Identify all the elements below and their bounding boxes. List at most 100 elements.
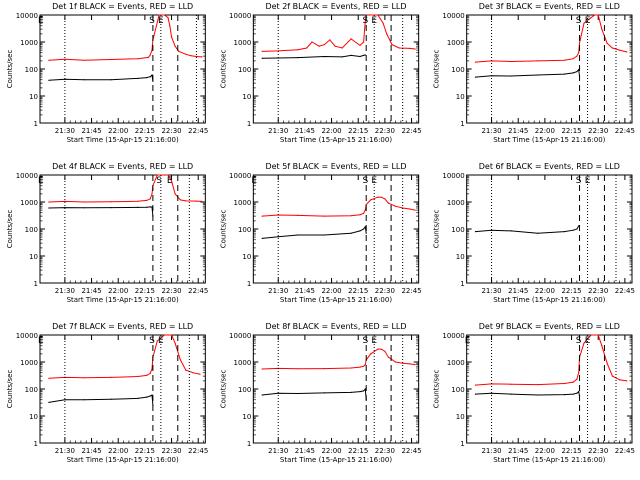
series-point — [364, 388, 366, 390]
series-line-0 — [48, 334, 201, 379]
x-tick-label: 22:00 — [108, 127, 128, 135]
y-axis-label: Counts/sec — [433, 210, 441, 249]
series-point — [201, 56, 203, 58]
y-axis-label: Counts/sec — [433, 50, 441, 89]
series-point — [83, 201, 85, 203]
chart-panel-4: Det 4f BLACK = Events, RED = LLD 1 10 100 10… — [6, 162, 208, 304]
chart-title: Det 4f BLACK = Events, RED = LLD — [52, 162, 193, 171]
x-tick-label: 22:45 — [615, 127, 635, 135]
series-point — [261, 215, 263, 217]
y-tick-label: 10 — [456, 93, 465, 101]
series-line-0 — [262, 348, 416, 370]
series-point — [137, 375, 139, 378]
y-tick-label: 100 — [451, 226, 464, 234]
series-point — [572, 58, 574, 60]
series-point — [414, 364, 416, 366]
series-line-0 — [262, 196, 416, 217]
series-point — [578, 225, 580, 227]
series-point — [341, 56, 343, 58]
x-tick-label: 22:00 — [535, 287, 555, 295]
series-point — [167, 334, 169, 336]
series-point — [572, 229, 574, 231]
x-tick-label: 22:30 — [588, 287, 608, 295]
series-point — [201, 200, 203, 202]
series-point — [190, 55, 192, 57]
x-axis-label: Start Time (15-Apr-15 21:16:00) — [493, 296, 605, 304]
y-axis-label: Counts/sec — [219, 50, 227, 89]
x-tick-label: 22:00 — [108, 447, 128, 455]
series-point — [179, 199, 181, 201]
series-point — [359, 214, 361, 216]
x-tick-label: 22:15 — [348, 127, 368, 135]
series-point — [323, 44, 325, 46]
end-marker: E — [585, 336, 591, 346]
series-point — [137, 200, 139, 202]
series-point — [359, 391, 361, 393]
series-point — [149, 54, 151, 56]
y-tick-label: 10000 — [16, 12, 38, 20]
series-point — [597, 14, 599, 16]
y-tick-label: 10 — [456, 413, 465, 421]
series-point — [359, 366, 361, 368]
series-point — [363, 41, 365, 43]
series-point — [149, 372, 151, 374]
y-tick-label: 1000 — [20, 39, 38, 47]
series-point — [137, 206, 139, 208]
x-axis-label: Start Time (15-Apr-15 21:16:00) — [493, 456, 605, 464]
series-point — [364, 20, 366, 22]
series-point — [350, 38, 352, 40]
series-point — [163, 174, 165, 176]
series-point — [537, 60, 539, 62]
series-point — [171, 36, 173, 38]
y-tick-label: 1 — [460, 280, 464, 288]
x-tick-label: 22:45 — [401, 287, 421, 295]
series-point — [169, 25, 171, 27]
chart-panel-7: Det 7f BLACK = Events, RED = LLD 1 10 100 10… — [6, 322, 208, 464]
y-tick-label: 1000 — [234, 359, 252, 367]
series-point — [377, 14, 379, 16]
x-tick-label: 22:30 — [588, 127, 608, 135]
series-point — [297, 234, 299, 236]
series-point — [510, 393, 512, 395]
x-tick-label: 22:45 — [188, 127, 208, 135]
series-point — [563, 394, 566, 396]
x-tick-label: 22:00 — [535, 127, 555, 135]
series-point — [297, 57, 299, 59]
series-point — [365, 204, 367, 206]
x-tick-label: 21:30 — [481, 447, 501, 455]
series-point — [363, 390, 365, 392]
series-point — [474, 231, 477, 233]
series-point — [179, 359, 181, 361]
series-point — [359, 44, 361, 47]
series-point — [137, 77, 139, 79]
series-point — [137, 397, 139, 399]
series-point — [510, 75, 512, 77]
series-point — [563, 231, 566, 233]
series-point — [414, 48, 416, 50]
series-point — [185, 200, 187, 202]
x-tick-label: 22:15 — [348, 287, 368, 295]
series-point — [64, 200, 66, 202]
x-tick-label: 21:30 — [481, 287, 501, 295]
series-point — [510, 60, 512, 63]
end-marker: E — [465, 336, 471, 346]
x-tick-label: 21:45 — [295, 447, 315, 455]
series-point — [474, 393, 477, 395]
series-point — [363, 54, 365, 57]
chart-title: Det 7f BLACK = Events, RED = LLD — [52, 322, 193, 331]
series-line-1 — [48, 394, 154, 406]
series-point — [350, 215, 352, 217]
series-line-0 — [475, 334, 627, 386]
start-marker: S — [576, 16, 582, 26]
series-line-0 — [475, 14, 627, 63]
series-point — [167, 17, 169, 19]
x-tick-label: 21:30 — [55, 447, 75, 455]
series-point — [151, 206, 153, 208]
series-point — [606, 42, 608, 44]
start-marker: S — [362, 16, 368, 26]
chart-title: Det 1f BLACK = Events, RED = LLD — [52, 2, 193, 11]
series-point — [195, 200, 197, 202]
x-tick-label: 22:30 — [161, 447, 181, 455]
series-point — [64, 399, 66, 401]
chart-panel-2: Det 2f BLACK = Events, RED = LLD 1 10 100 10… — [219, 2, 421, 144]
